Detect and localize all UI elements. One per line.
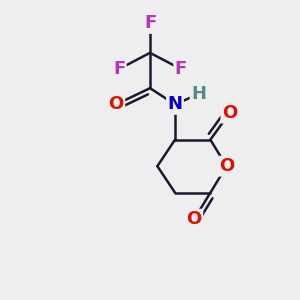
Text: H: H <box>191 85 206 103</box>
Text: O: O <box>219 157 234 175</box>
Text: O: O <box>109 95 124 113</box>
Text: F: F <box>113 60 125 78</box>
Text: F: F <box>144 14 156 32</box>
Text: N: N <box>167 95 182 113</box>
Text: F: F <box>175 60 187 78</box>
Text: O: O <box>222 104 237 122</box>
Text: O: O <box>187 210 202 228</box>
